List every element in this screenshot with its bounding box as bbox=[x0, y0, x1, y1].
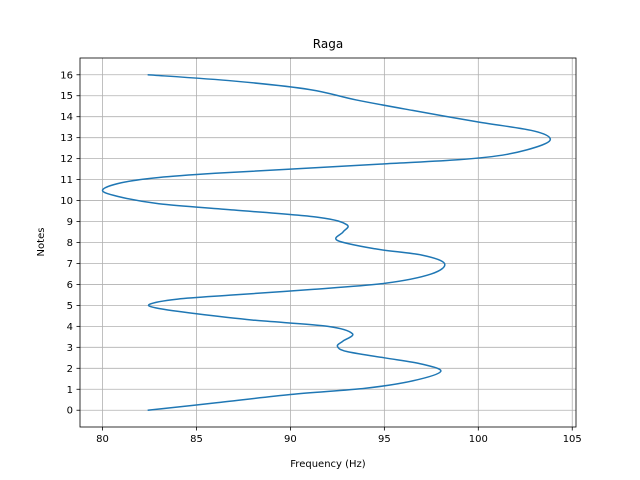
y-tick-label: 10 bbox=[60, 196, 73, 207]
y-tick-label: 2 bbox=[67, 364, 73, 375]
y-tick-label: 0 bbox=[67, 406, 73, 417]
y-axis-label: Notes bbox=[36, 228, 47, 257]
y-tick-label: 11 bbox=[60, 175, 73, 186]
x-tick-label: 85 bbox=[190, 434, 203, 445]
y-tick-label: 5 bbox=[67, 301, 73, 312]
chart-title: Raga bbox=[313, 37, 343, 51]
y-tick-label: 8 bbox=[67, 238, 73, 249]
y-tick-label: 1 bbox=[67, 385, 73, 396]
series-line bbox=[101, 74, 552, 411]
y-tick-label: 9 bbox=[67, 217, 73, 228]
x-tick-label: 90 bbox=[284, 434, 297, 445]
series-layer bbox=[101, 74, 552, 411]
y-tick-label: 15 bbox=[60, 91, 73, 102]
y-tick-label: 16 bbox=[60, 70, 73, 81]
x-axis: 80 85 90 95 100 105 bbox=[96, 427, 582, 445]
x-tick-label: 95 bbox=[378, 434, 391, 445]
x-axis-label: Frequency (Hz) bbox=[290, 459, 366, 470]
y-tick-label: 13 bbox=[60, 133, 73, 144]
grid bbox=[80, 58, 576, 427]
y-tick-label: 14 bbox=[60, 112, 73, 123]
y-tick-label: 6 bbox=[67, 280, 73, 291]
x-tick-label: 105 bbox=[563, 434, 582, 445]
y-tick-label: 4 bbox=[67, 322, 73, 333]
x-tick-label: 80 bbox=[96, 434, 109, 445]
x-tick-label: 100 bbox=[469, 434, 488, 445]
y-tick-label: 12 bbox=[60, 154, 73, 165]
y-tick-label: 7 bbox=[67, 259, 73, 270]
y-tick-label: 3 bbox=[67, 343, 73, 354]
